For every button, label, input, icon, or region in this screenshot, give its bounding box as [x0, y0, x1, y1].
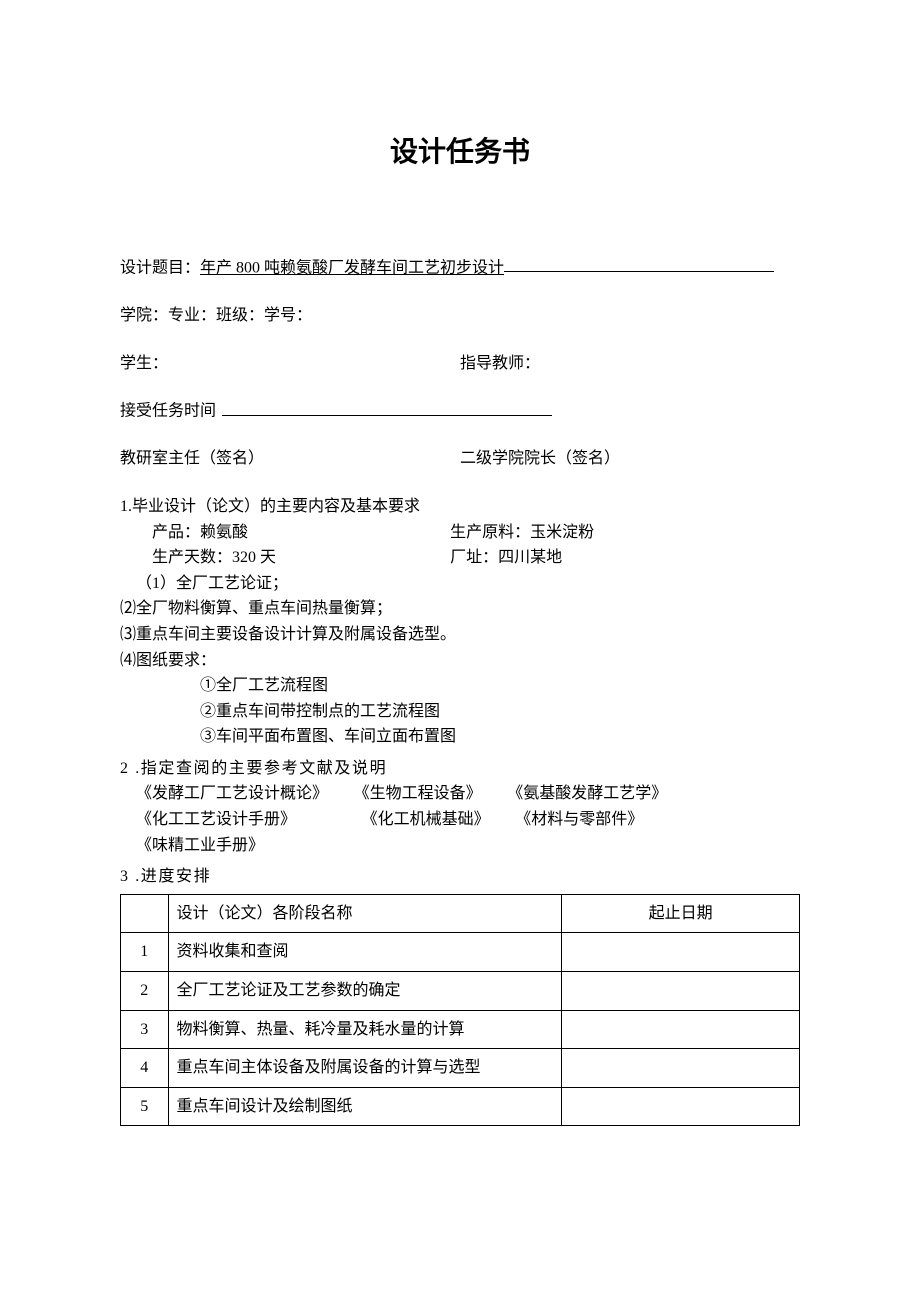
- product-label: 产品：赖氨酸: [152, 520, 450, 546]
- material-label: 生产原料：玉米淀粉: [450, 520, 800, 546]
- student-label: 学生：: [120, 351, 460, 377]
- table-row: 5 重点车间设计及绘制图纸: [121, 1087, 800, 1126]
- section1-header: 1.毕业设计（论文）的主要内容及基本要求: [120, 494, 800, 520]
- dean-signature: 二级学院院长（签名）: [460, 446, 800, 472]
- days-location-row: 生产天数：320 天 厂址：四川某地: [120, 545, 800, 571]
- info-line: 学院：专业：班级：学号：: [120, 303, 800, 329]
- row-num: 3: [121, 1010, 169, 1049]
- ref-1-3: 《氨基酸发酵工艺学》: [507, 781, 667, 807]
- row-num: 1: [121, 933, 169, 972]
- days-label: 生产天数：320 天: [152, 545, 450, 571]
- table-header-row: 设计（论文）各阶段名称 起止日期: [121, 894, 800, 933]
- ref-row-2: 《化工工艺设计手册》 《化工机械基础》 《材料与零部件》: [120, 807, 800, 833]
- topic-label: 设计题目：: [120, 259, 200, 276]
- row-date: [562, 1087, 800, 1126]
- row-date: [562, 972, 800, 1011]
- topic-blank-line: [504, 255, 774, 273]
- topic-value: 年产 800 吨赖氨酸厂发酵车间工艺初步设计: [200, 259, 504, 276]
- section2-header: 2 .指定查阅的主要参考文献及说明: [120, 756, 800, 782]
- req-item-2: ⑵全厂物料衡算、重点车间热量衡算；: [120, 596, 800, 622]
- document-title: 设计任务书: [120, 130, 800, 175]
- ref-row-3: 《味精工业手册》: [120, 833, 800, 859]
- drawing-req-2: ②重点车间带控制点的工艺流程图: [120, 699, 800, 725]
- ref-2-3: 《材料与零部件》: [515, 807, 643, 833]
- dept-head-signature: 教研室主任（签名）: [120, 446, 460, 472]
- ref-1-2: 《生物工程设备》: [354, 781, 482, 807]
- ref-2-1: 《化工工艺设计手册》: [136, 807, 336, 833]
- ref-row-1: 《发酵工厂工艺设计概论》 《生物工程设备》 《氨基酸发酵工艺学》: [120, 781, 800, 807]
- table-row: 1 资料收集和查阅: [121, 933, 800, 972]
- row-date: [562, 1010, 800, 1049]
- accept-time-row: 接受任务时间: [120, 398, 800, 424]
- col-header-date: 起止日期: [562, 894, 800, 933]
- row-stage: 资料收集和查阅: [168, 933, 562, 972]
- col-header-stage: 设计（论文）各阶段名称: [168, 894, 562, 933]
- product-material-row: 产品：赖氨酸 生产原料：玉米淀粉: [120, 520, 800, 546]
- req-item-4: ⑷图纸要求：: [120, 648, 800, 674]
- accept-time-label: 接受任务时间: [120, 403, 216, 420]
- signature-row: 教研室主任（签名） 二级学院院长（签名）: [120, 446, 800, 472]
- row-stage: 重点车间设计及绘制图纸: [168, 1087, 562, 1126]
- row-num: 4: [121, 1049, 169, 1088]
- ref-2-2: 《化工机械基础》: [362, 807, 490, 833]
- location-label: 厂址：四川某地: [450, 545, 800, 571]
- section3-header: 3 .进度安排: [120, 864, 800, 890]
- row-stage: 重点车间主体设备及附属设备的计算与选型: [168, 1049, 562, 1088]
- schedule-table: 设计（论文）各阶段名称 起止日期 1 资料收集和查阅 2 全厂工艺论证及工艺参数…: [120, 894, 800, 1127]
- student-teacher-row: 学生： 指导教师：: [120, 351, 800, 377]
- teacher-label: 指导教师：: [460, 351, 800, 377]
- table-row: 4 重点车间主体设备及附属设备的计算与选型: [121, 1049, 800, 1088]
- row-date: [562, 933, 800, 972]
- drawing-req-1: ①全厂工艺流程图: [120, 673, 800, 699]
- row-stage: 物料衡算、热量、耗冷量及耗水量的计算: [168, 1010, 562, 1049]
- row-stage: 全厂工艺论证及工艺参数的确定: [168, 972, 562, 1011]
- table-row: 3 物料衡算、热量、耗冷量及耗水量的计算: [121, 1010, 800, 1049]
- ref-3-1: 《味精工业手册》: [136, 833, 264, 859]
- row-date: [562, 1049, 800, 1088]
- row-num: 5: [121, 1087, 169, 1126]
- design-topic-row: 设计题目：年产 800 吨赖氨酸厂发酵车间工艺初步设计: [120, 255, 800, 281]
- table-row: 2 全厂工艺论证及工艺参数的确定: [121, 972, 800, 1011]
- accept-time-blank: [222, 398, 552, 416]
- req-item-3: ⑶重点车间主要设备设计计算及附属设备选型。: [120, 622, 800, 648]
- row-num: 2: [121, 972, 169, 1011]
- drawing-req-3: ③车间平面布置图、车间立面布置图: [120, 724, 800, 750]
- ref-1-1: 《发酵工厂工艺设计概论》: [136, 781, 328, 807]
- req-item-1: （1）全厂工艺论证；: [120, 571, 800, 597]
- col-header-num: [121, 894, 169, 933]
